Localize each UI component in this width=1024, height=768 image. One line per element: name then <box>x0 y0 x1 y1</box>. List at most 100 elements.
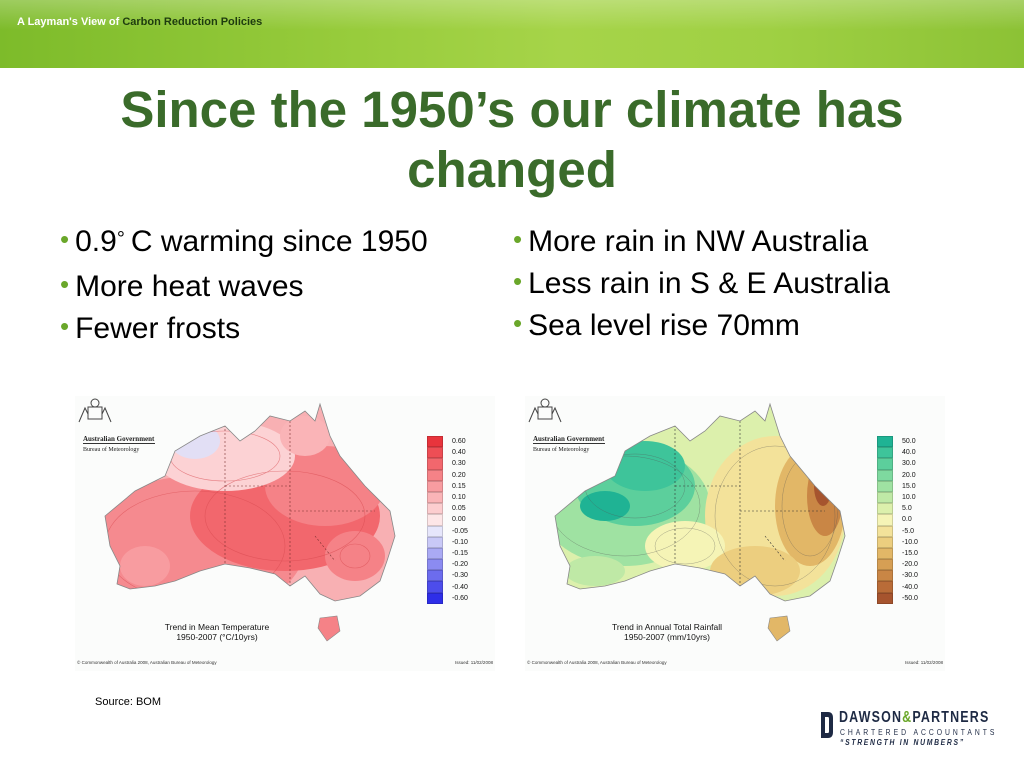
legend-label: 20.0 <box>902 471 916 479</box>
legend-label: 10.0 <box>902 494 916 502</box>
legend-row: 0.00 <box>427 514 478 526</box>
copyright-text: © Commonwealth of Australia 2008, Austra… <box>77 660 217 665</box>
bullet-list-left: • 0.9° C warming since 1950 • More heat wav… <box>60 221 428 350</box>
legend-swatch <box>877 581 893 593</box>
legend-swatch <box>877 469 893 481</box>
coat-of-arms-icon <box>78 398 112 423</box>
legend-label: 30.0 <box>902 460 916 468</box>
legend-swatch <box>877 447 893 459</box>
legend-row: 0.15 <box>427 480 478 492</box>
gov-title: Australian Government <box>83 435 155 443</box>
legend-swatch <box>877 503 893 515</box>
legend-label: 0.60 <box>452 438 466 446</box>
bullet-item: • More rain in NW Australia <box>513 221 890 263</box>
legend-label: -0.20 <box>452 561 468 569</box>
legend-row: 20.0 <box>877 469 928 481</box>
company-name-part: PARTNERS <box>912 709 990 726</box>
caption-line: 1950-2007 (°C/10yrs) <box>176 632 258 642</box>
legend-row: -0.20 <box>427 559 478 571</box>
legend-label: -5.0 <box>902 527 915 535</box>
legend-label: -30.0 <box>902 572 918 580</box>
legend-row: -0.05 <box>427 525 478 537</box>
legend-row: -0.15 <box>427 547 478 560</box>
legend-swatch <box>877 547 893 560</box>
bullet-text: C warming since 1950 <box>130 225 428 258</box>
legend-swatch <box>877 458 893 470</box>
legend-swatch <box>427 480 443 492</box>
bullet-text: Less rain in S & E Australia <box>528 267 890 300</box>
legend-swatch <box>877 570 893 582</box>
company-logo: DAWSON&PARTNERS CHARTERED ACCOUNTANTS “S… <box>820 709 994 752</box>
bullet-dot-icon: • <box>60 311 70 341</box>
bullet-item: • Fewer frosts <box>60 308 428 350</box>
legend-row: 30.0 <box>877 458 928 470</box>
header-accent: Carbon Reduction Policies <box>122 16 263 28</box>
legend-row: 40.0 <box>877 447 928 459</box>
legend-label: -0.05 <box>452 527 468 535</box>
temperature-trend-map: Australian Government Bureau of Meteorolo… <box>75 396 495 671</box>
bullet-item: • 0.9° C warming since 1950 <box>60 221 428 266</box>
bullet-dot-icon: • <box>513 224 523 254</box>
legend-label: -0.40 <box>452 583 468 591</box>
company-subtitle: CHARTERED ACCOUNTANTS <box>840 728 998 737</box>
header-bar <box>0 0 1024 68</box>
caption-line: Trend in Mean Temperature <box>164 622 270 632</box>
issued-date: Issued: 11/02/2008 <box>905 660 943 665</box>
legend-label: 50.0 <box>902 438 916 446</box>
legend-swatch <box>427 436 443 448</box>
legend-row: -0.10 <box>427 536 478 548</box>
rainfall-trend-map: Australian Government Bureau of Meteorolo… <box>525 396 945 671</box>
coat-of-arms-icon <box>528 398 562 423</box>
legend-swatch <box>427 458 443 470</box>
legend-row: 5.0 <box>877 503 928 515</box>
legend-label: -40.0 <box>902 583 918 591</box>
degree-symbol: ° <box>116 228 125 250</box>
legend-swatch <box>427 547 443 560</box>
bullet-text: More heat waves <box>75 270 304 303</box>
legend-label: 0.00 <box>452 516 466 524</box>
legend-row: -15.0 <box>877 547 928 560</box>
gov-title: Australian Government <box>533 435 605 443</box>
legend-swatch <box>427 570 443 582</box>
bullet-text: Sea level rise 70mm <box>528 309 800 342</box>
company-name-part: DAWSON <box>839 709 903 726</box>
legend-swatch <box>427 503 443 515</box>
legend-row: -0.60 <box>427 592 478 604</box>
legend-label: -15.0 <box>902 549 918 557</box>
legend-label: -20.0 <box>902 561 918 569</box>
legend-label: -10.0 <box>902 538 918 546</box>
legend-row: 0.05 <box>427 503 478 515</box>
copyright-text: © Commonwealth of Australia 2008, Austra… <box>527 660 667 665</box>
issued-date: Issued: 11/02/2008 <box>455 660 493 665</box>
bullet-item: • More heat waves <box>60 266 428 308</box>
rainfall-map-graphic <box>554 402 846 642</box>
legend-swatch <box>427 525 443 537</box>
caption-line: Trend in Annual Total Rainfall <box>611 622 723 632</box>
bullet-text: More rain in NW Australia <box>528 225 869 258</box>
legend-row: -50.0 <box>877 592 928 604</box>
legend-swatch <box>427 536 443 548</box>
legend-label: 0.05 <box>452 505 466 513</box>
rainfall-map-caption: Trend in Annual Total Rainfall 1950-2007 … <box>587 622 747 642</box>
company-name-amp: & <box>902 709 913 726</box>
legend-label: -0.60 <box>452 594 468 602</box>
legend-label: -0.10 <box>452 538 468 546</box>
header-text: A Layman's View of Carbon Reduction Poli… <box>17 16 262 28</box>
legend-label: 0.40 <box>452 449 466 457</box>
legend-swatch <box>427 491 443 504</box>
bullet-item: • Less rain in S & E Australia <box>513 263 890 305</box>
legend-label: 0.0 <box>902 516 912 524</box>
bullet-dot-icon: • <box>513 266 523 296</box>
legend-swatch <box>877 491 893 504</box>
legend-row: -0.30 <box>427 570 478 582</box>
legend-row: 0.10 <box>427 491 478 504</box>
legend-label: 15.0 <box>902 482 916 490</box>
slide-title: Since the 1950’s our climate has changed <box>120 81 904 198</box>
temperature-map-graphic <box>104 402 396 642</box>
legend-row: -30.0 <box>877 570 928 582</box>
legend-swatch <box>877 592 893 604</box>
government-label: Australian Government Bureau of Meteorolo… <box>83 434 154 455</box>
legend-swatch <box>877 436 893 448</box>
legend-row: 50.0 <box>877 436 928 448</box>
legend-row: 15.0 <box>877 480 928 492</box>
